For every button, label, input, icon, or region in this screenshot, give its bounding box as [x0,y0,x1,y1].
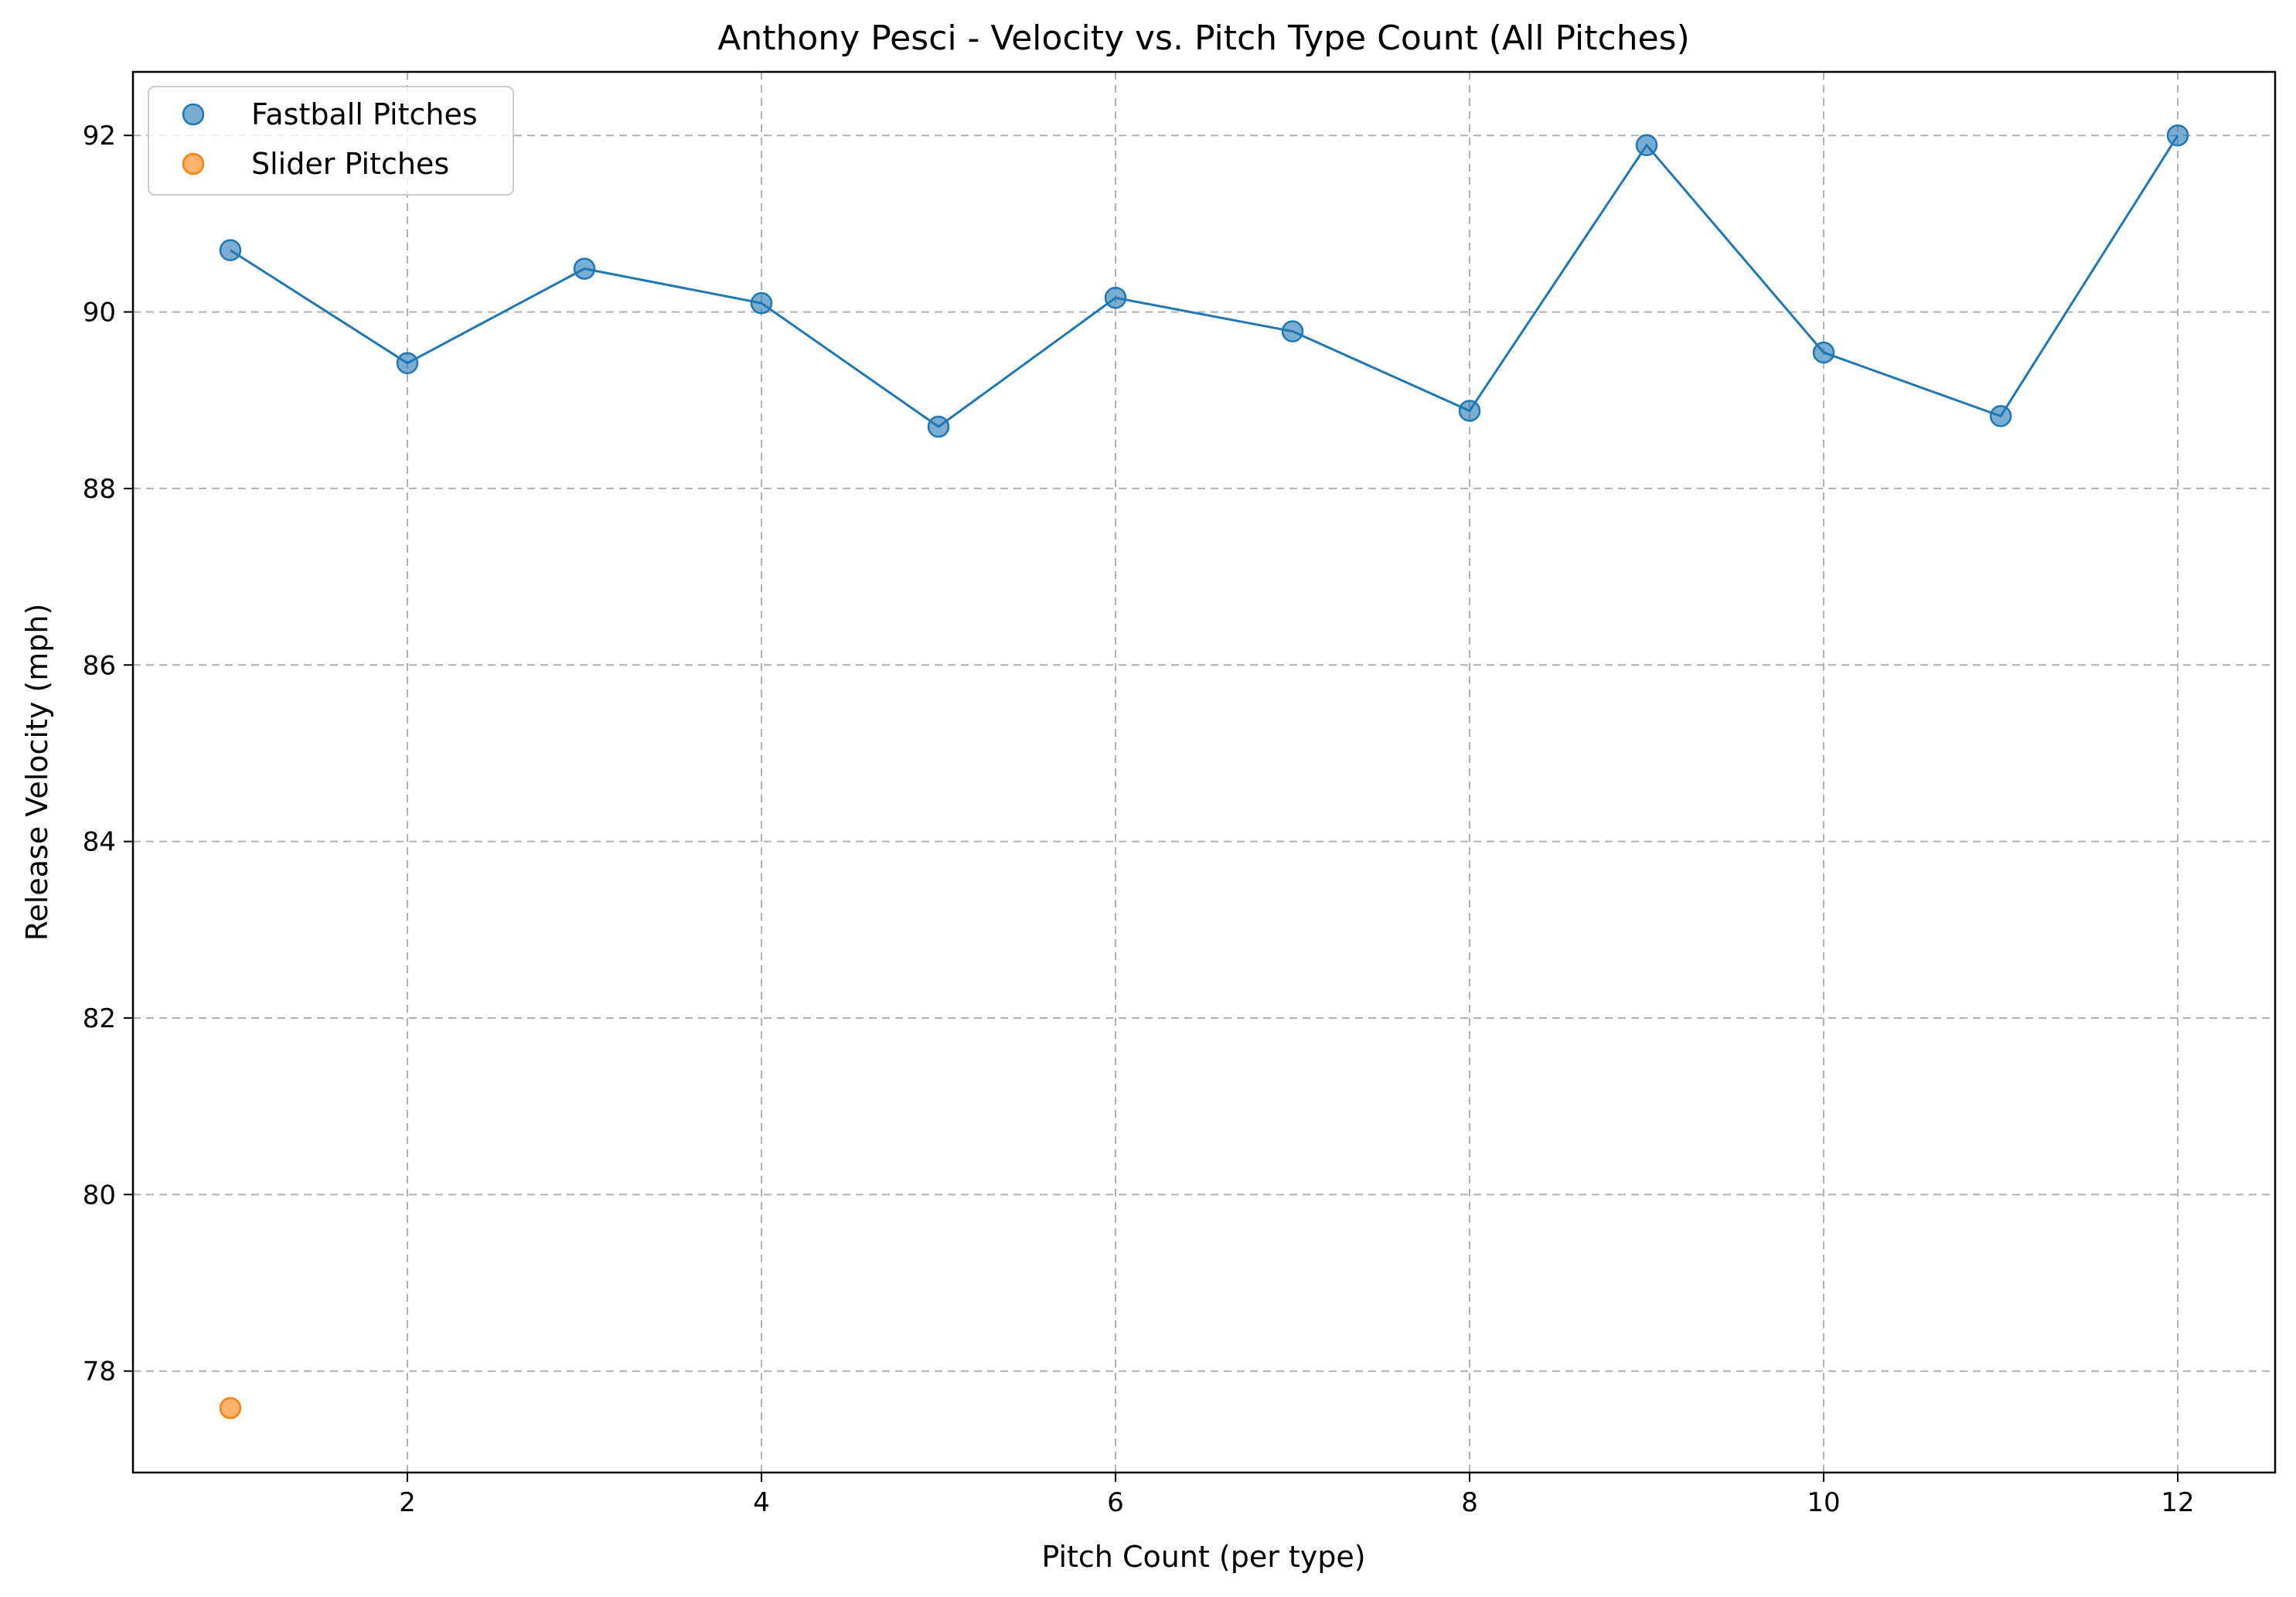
data-point [927,415,950,438]
legend-marker [182,103,205,126]
legend: Fastball Pitches Slider Pitches [148,86,514,196]
data-point [219,1397,242,1419]
data-point [1104,287,1127,309]
y-axis-label: Release Velocity (mph) [20,604,54,942]
series-layer [219,124,2189,1419]
data-point [573,257,596,280]
x-tick-label: 4 [753,1487,770,1518]
data-point [1458,400,1481,422]
data-point [1989,405,2012,427]
x-tick-label: 12 [2161,1487,2194,1518]
x-tick-label: 6 [1107,1487,1124,1518]
data-point [219,239,242,261]
legend-box [148,86,514,196]
y-tick-label: 90 [83,298,116,329]
series-fastball [219,124,2189,438]
data-point [1281,320,1304,342]
x-tick-label: 10 [1807,1487,1840,1518]
grid [133,72,2275,1473]
y-tick-label: 80 [83,1180,116,1211]
data-point [1635,134,1658,157]
ticks: 2 4 6 8 10 12 78 80 82 84 86 88 90 92 [83,121,2195,1518]
y-tick-label: 88 [83,474,116,505]
x-axis-label: Pitch Count (per type) [1041,1540,1365,1574]
data-point [1812,341,1835,364]
data-point [2166,124,2189,147]
plot-frame [131,70,2277,1474]
y-tick-label: 86 [83,650,116,681]
data-point [396,352,419,375]
data-point [750,291,773,315]
y-tick-label: 82 [83,1003,116,1034]
x-tick-label: 2 [399,1487,416,1518]
series-line [230,135,2179,428]
y-tick-label: 92 [83,121,116,152]
legend-label: Slider Pitches [251,147,449,181]
y-tick-label: 84 [83,827,116,858]
x-tick-label: 8 [1461,1487,1478,1518]
chart-title: Anthony Pesci - Velocity vs. Pitch Type … [717,19,1690,58]
y-tick-label: 78 [83,1357,116,1388]
series-slider [219,1397,242,1419]
legend-label: Fastball Pitches [251,97,478,131]
legend-marker [182,152,205,175]
